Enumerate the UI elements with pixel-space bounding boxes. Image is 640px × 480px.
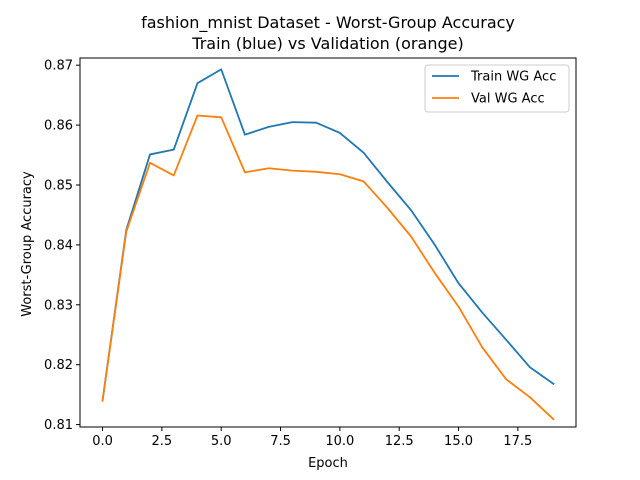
y-tick-label: 0.83 xyxy=(44,298,73,313)
y-tick-label: 0.84 xyxy=(44,238,73,253)
axes-layer xyxy=(79,57,577,428)
x-tick-label: 0.0 xyxy=(92,434,113,449)
x-tick-label: 17.5 xyxy=(503,434,532,449)
y-axis-label: Worst-Group Accuracy xyxy=(20,171,35,317)
legend-label: Train WG Acc xyxy=(470,70,556,85)
x-tick-label: 15.0 xyxy=(444,434,473,449)
y-tick-label: 0.87 xyxy=(44,59,73,74)
series-layer xyxy=(101,68,555,421)
x-axis-label: Epoch xyxy=(308,456,348,471)
y-tick-label: 0.86 xyxy=(44,119,73,134)
legend-box xyxy=(424,64,570,113)
y-tick-label: 0.85 xyxy=(44,178,73,193)
chart-subtitle: Train (blue) vs Validation (orange) xyxy=(191,34,463,53)
series-line-1 xyxy=(101,114,555,421)
plot-background xyxy=(80,58,576,427)
ticks-layer: 0.0 2.5 5.0 7.5 10.0 12.5 15.0 17.5 0.81 0.82 0.83… xyxy=(44,59,532,449)
legend: Train WG Acc Val WG Acc xyxy=(424,64,570,113)
legend-label: Val WG Acc xyxy=(471,92,545,107)
x-tick-label: 7.5 xyxy=(270,434,291,449)
x-tick-label: 10.0 xyxy=(325,434,354,449)
axes-frame xyxy=(79,57,577,428)
series-line-0 xyxy=(101,68,555,402)
chart-title: fashion_mnist Dataset - Worst-Group Accu… xyxy=(141,13,515,33)
plot-area xyxy=(80,58,576,427)
x-tick-label: 5.0 xyxy=(211,434,232,449)
x-tick-label: 12.5 xyxy=(385,434,414,449)
y-tick-label: 0.82 xyxy=(44,358,73,373)
x-tick-label: 2.5 xyxy=(152,434,173,449)
y-tick-label: 0.81 xyxy=(44,418,73,433)
